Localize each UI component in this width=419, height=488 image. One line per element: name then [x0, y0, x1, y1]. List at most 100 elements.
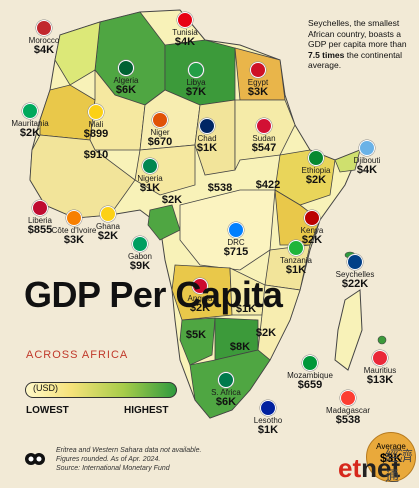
flag-icon — [152, 112, 168, 128]
flag-icon — [66, 210, 82, 226]
country-label: Nigeria $1K — [122, 158, 178, 195]
flag-icon — [340, 390, 356, 406]
country-name: Liberia — [27, 216, 52, 225]
flag-icon — [100, 206, 116, 222]
country-label: $910 — [68, 149, 124, 162]
country-name: Sudan — [252, 134, 276, 143]
flag-icon — [22, 103, 38, 119]
flag-icon — [32, 200, 48, 216]
gdp-value: $1K — [196, 142, 218, 155]
country-label: $2K — [238, 327, 294, 340]
gdp-value: $2K — [301, 234, 323, 247]
country-label: Madagascar $538 — [320, 390, 376, 427]
flag-icon — [304, 210, 320, 226]
footnote-line: Source: International Monetary Fund — [56, 465, 170, 472]
flag-icon — [132, 236, 148, 252]
gdp-value: $3K — [63, 234, 85, 247]
country-name: Mozambique — [287, 371, 333, 380]
gdp-value: $5K — [185, 329, 207, 341]
flag-icon — [88, 104, 104, 120]
seychelles-note: Seychelles, the smallest African country… — [308, 18, 414, 71]
country-name: Djibouti — [353, 156, 381, 165]
gdp-value: $1K — [285, 264, 307, 277]
page-title: GDP Per Capita — [24, 274, 283, 315]
average-label: Average — [376, 442, 406, 451]
legend-highest: HIGHEST — [124, 405, 169, 416]
country-label: Libya $7K — [168, 62, 224, 99]
watermark-et: et — [338, 453, 362, 483]
gdp-value: $6K — [215, 396, 237, 409]
mauritius-shape — [377, 335, 387, 345]
country-name: Egypt — [247, 78, 269, 87]
legend-lowest: LOWEST — [26, 405, 69, 416]
flag-icon — [302, 355, 318, 371]
region-morocco — [54, 21, 101, 86]
flag-icon — [250, 62, 266, 78]
country-name: Mali — [88, 120, 104, 129]
flag-icon — [228, 222, 244, 238]
color-legend-bar — [25, 382, 177, 398]
gdp-value: $2K — [255, 327, 277, 339]
country-label: Egypt $3K — [230, 62, 286, 99]
country-name: DRC — [227, 238, 245, 247]
region-nigeria — [134, 144, 196, 196]
gdp-value: $910 — [83, 149, 109, 161]
region-namibia — [179, 317, 216, 366]
flag-icon — [199, 118, 215, 134]
gdp-value: $1K — [257, 424, 279, 437]
gdp-value: $899 — [83, 128, 109, 141]
etnet-watermark: etnet — [338, 453, 400, 484]
country-name: Mauritania — [11, 119, 49, 128]
country-name: Chad — [197, 134, 217, 143]
footnote-line: Eritrea and Western Sahara data not avai… — [56, 447, 202, 454]
country-name: Ethiopia — [301, 166, 331, 175]
region-drc — [179, 189, 276, 271]
flag-icon — [192, 278, 208, 294]
country-name: Gabon — [127, 252, 153, 261]
country-label: DRC $715 — [208, 222, 264, 259]
average-value: $3K — [379, 451, 402, 465]
country-name: S. Africa — [211, 388, 241, 397]
country-label: $422 — [240, 179, 296, 192]
flag-icon — [118, 60, 134, 76]
country-name: Nigeria — [137, 174, 163, 183]
country-label: Mali $899 — [68, 104, 124, 141]
country-label: Mozambique $659 — [282, 355, 338, 392]
note-emphasis: 7.5 times — [308, 49, 345, 60]
country-label: Lesotho $1K — [240, 400, 296, 437]
country-label: $8K — [212, 341, 268, 354]
country-label: Liberia $855 — [12, 200, 68, 237]
note-text: Seychelles, the smallest African country… — [308, 18, 407, 49]
gdp-value: $538 — [335, 414, 361, 427]
country-name: Seychelles — [335, 270, 375, 279]
country-label: Kenya $2K — [284, 210, 340, 247]
country-label: Tunisia $4K — [157, 12, 213, 49]
country-label: Ghana $2K — [80, 206, 136, 243]
gdp-value: $670 — [147, 136, 173, 149]
country-name: Angola — [187, 294, 213, 303]
gdp-value: $4K — [33, 44, 55, 57]
gdp-value: $3K — [247, 86, 269, 99]
region-gabon — [147, 204, 181, 241]
gdp-value: $1K — [139, 182, 161, 195]
country-name: Morocco — [28, 36, 60, 45]
country-label: Sudan $547 — [236, 118, 292, 155]
note-text-end: the continental average. — [308, 49, 403, 71]
country-name: Côte d'Ivoire — [51, 226, 97, 235]
region-kenya — [274, 189, 321, 246]
country-name: Kenya — [300, 226, 324, 235]
gdp-value: $547 — [251, 142, 277, 155]
country-label: S. Africa $6K — [198, 372, 254, 409]
gdp-value: $2K — [19, 127, 41, 140]
gdp-value: $13K — [366, 374, 394, 387]
footnote-line: Figures rounded. As of Apr. 2024. — [56, 456, 161, 463]
gdp-value: $2K — [189, 302, 211, 315]
region-djibouti — [334, 149, 361, 173]
madagascar-shape — [334, 289, 363, 371]
average-badge: Average $3K — [366, 432, 416, 482]
flag-icon — [372, 350, 388, 366]
gdp-value: $2K — [305, 174, 327, 187]
country-label: $2K — [144, 194, 200, 207]
flag-icon — [359, 140, 375, 156]
country-label: Angola $2K — [172, 278, 228, 315]
